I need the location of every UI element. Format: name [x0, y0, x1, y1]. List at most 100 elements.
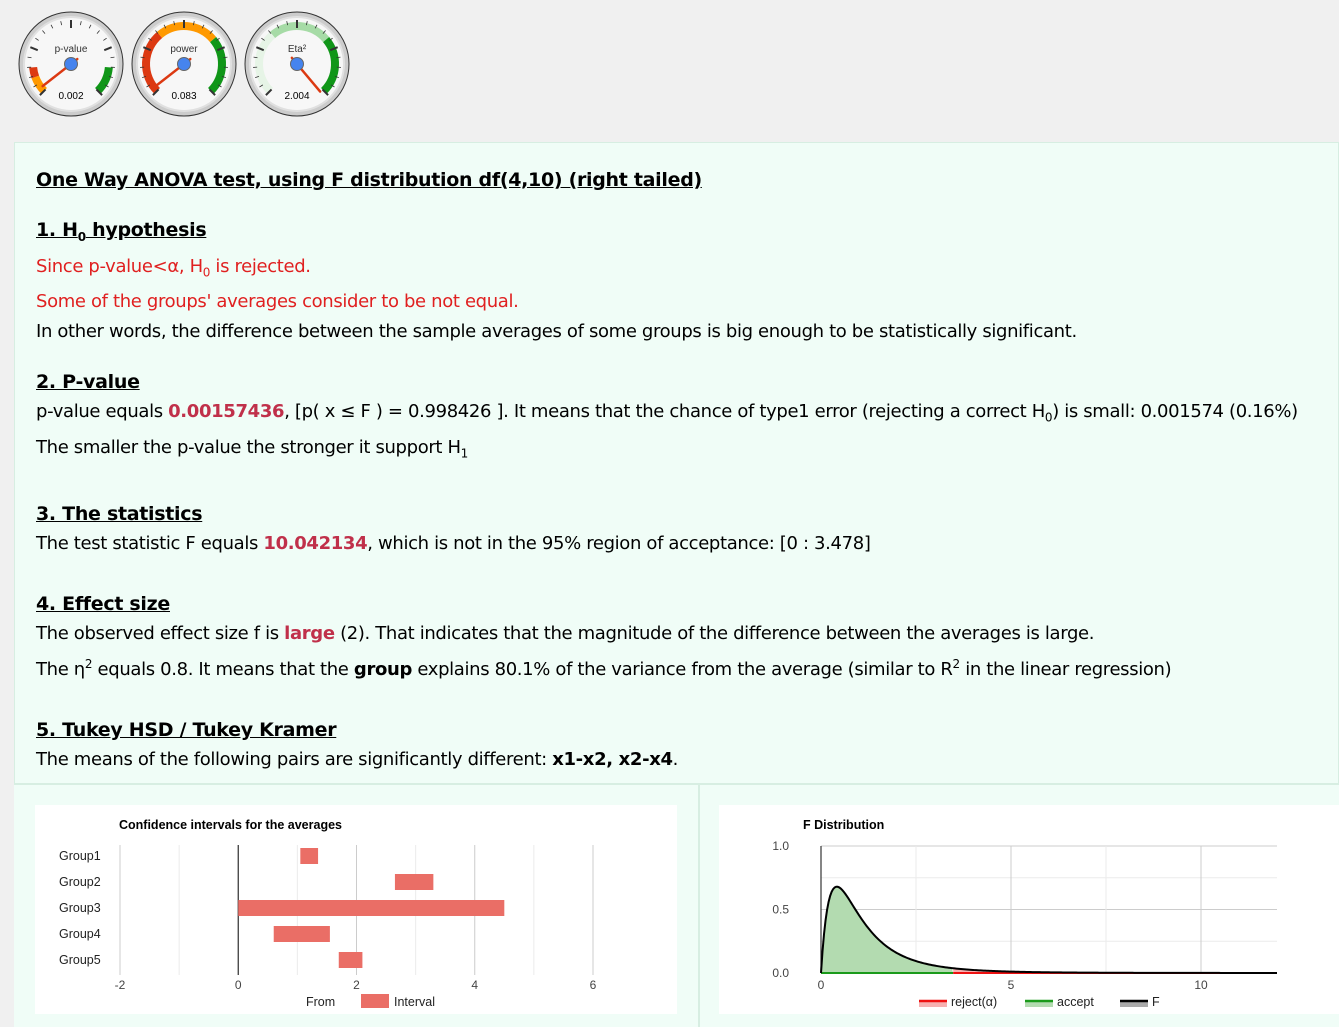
accept-region: [821, 886, 954, 973]
gauge-tick: [152, 88, 160, 96]
gauge-tick: [305, 21, 308, 26]
gauge-tick: [173, 21, 176, 26]
gauge-tick: [146, 84, 151, 88]
chart-title: F Distribution: [803, 818, 884, 832]
gauge-tick: [103, 37, 107, 41]
gauge-tick: [208, 88, 216, 96]
pvalue-text: p-value equals 0.00157436, [p( x ≤ F ) =…: [36, 401, 1298, 425]
eta-squared-text: The η2 equals 0.8. It means that the gro…: [36, 656, 1172, 680]
interval-bar: [238, 900, 505, 916]
category-label: Group5: [59, 953, 101, 967]
interval-bar: [394, 874, 434, 890]
interval-bar: [273, 926, 330, 942]
gauge-tick: [35, 37, 39, 41]
gauge-label: Eta²: [288, 44, 307, 55]
gauge-tick: [268, 30, 272, 34]
test-title: One Way ANOVA test, using F distribution…: [36, 169, 702, 191]
gauge-tick: [50, 24, 54, 29]
gauge-tick: [336, 56, 341, 59]
x-tick-label: 0: [818, 978, 825, 992]
gauge-tick: [216, 37, 220, 41]
gauge-tick: [104, 84, 109, 88]
gauge-value: 0.002: [58, 91, 83, 102]
gauge-band: [270, 22, 330, 43]
gauge-band: [157, 22, 217, 43]
gauge-hub: [177, 57, 191, 71]
gauge-tick: [265, 88, 273, 96]
gauge-tick: [255, 46, 265, 52]
gauge-band: [320, 37, 339, 94]
chart-divider: [698, 785, 700, 1027]
gauge-tick: [223, 56, 228, 59]
statistics-text: The test statistic F equals 10.042134, w…: [36, 532, 871, 554]
gauge-tick: [42, 30, 46, 34]
gauge-tick: [163, 24, 167, 29]
gauge-tick: [95, 88, 103, 96]
gauge-tick: [286, 21, 289, 26]
gauge-power: power 0.083: [130, 10, 238, 118]
x-tick-label: 6: [590, 978, 597, 992]
gauge-tick: [201, 24, 205, 29]
legend-interval: Interval: [394, 995, 435, 1009]
gauge-tick: [142, 75, 147, 78]
gauge-band: [255, 31, 276, 94]
results-panel: One Way ANOVA test, using F distribution…: [14, 142, 1339, 784]
gauge-value: 2.004: [284, 91, 309, 102]
gauge-tick: [334, 75, 339, 78]
legend-interval-swatch: [361, 994, 389, 1008]
tukey-text: The means of the following pairs are sig…: [36, 748, 679, 770]
gauge-tick: [155, 30, 159, 34]
gauge-tick: [330, 84, 335, 88]
gauge-tick: [29, 46, 39, 52]
gauge-label: p-value: [55, 44, 88, 55]
interval-bar: [300, 848, 319, 864]
gauge-tick: [329, 37, 333, 41]
legend-label: F: [1152, 995, 1160, 1009]
y-tick-label: 0.5: [772, 903, 789, 917]
gauge-tick: [329, 46, 339, 52]
category-label: Group1: [59, 849, 101, 863]
gauge-band: [94, 66, 113, 94]
gauge-tick: [103, 46, 113, 52]
gauge-tick: [110, 56, 115, 59]
hypothesis-result: Since p-value<α, H0 is rejected.: [36, 255, 311, 280]
x-tick-label: 10: [1194, 978, 1208, 992]
x-tick-label: 0: [235, 978, 242, 992]
chart-title: Confidence intervals for the averages: [119, 818, 342, 832]
gauge-tick: [321, 88, 329, 96]
effect-size-text: The observed effect size f is large (2).…: [36, 622, 1095, 644]
legend-swatch: [1025, 1001, 1053, 1007]
x-tick-label: 5: [1008, 978, 1015, 992]
gauge-tick: [221, 75, 226, 78]
statistics-title: 3. The statistics: [36, 502, 203, 525]
gauge-value: 0.083: [171, 91, 196, 102]
gauge-hub: [64, 57, 78, 71]
gauge-tick: [259, 84, 264, 88]
gauge-tick: [29, 75, 34, 78]
gauge-hub: [290, 57, 304, 71]
gauge-tick: [96, 30, 100, 34]
gauge-tick: [148, 37, 152, 41]
y-tick-label: 0.0: [772, 966, 789, 980]
hypothesis-title: 1. H0 hypothesis: [36, 219, 207, 244]
gauge-tick: [322, 30, 326, 34]
gauge-tick: [314, 24, 318, 29]
gauge-tick: [253, 56, 258, 59]
legend-label: reject(α): [951, 995, 997, 1009]
interval-bar: [338, 952, 363, 968]
gauge-band: [142, 31, 163, 94]
pvalue-title: 2. P-value: [36, 371, 140, 394]
f-density-curve: [820, 885, 1278, 974]
gauge-tick: [108, 75, 113, 78]
gauge-band: [29, 66, 40, 79]
gauge-tick: [276, 24, 280, 29]
legend-label: accept: [1057, 995, 1094, 1009]
charts-row: Confidence intervals for the averages -2 0…: [14, 784, 1339, 1027]
gauge-tick: [79, 21, 82, 26]
confidence-interval-chart: Confidence intervals for the averages -2 0…: [35, 805, 677, 1014]
gauge-eta: Eta² 2.004: [243, 10, 351, 118]
category-label: Group2: [59, 875, 101, 889]
category-label: Group4: [59, 927, 101, 941]
gauge-tick: [192, 21, 195, 26]
pvalue-note: The smaller the p-value the stronger it …: [36, 436, 468, 461]
